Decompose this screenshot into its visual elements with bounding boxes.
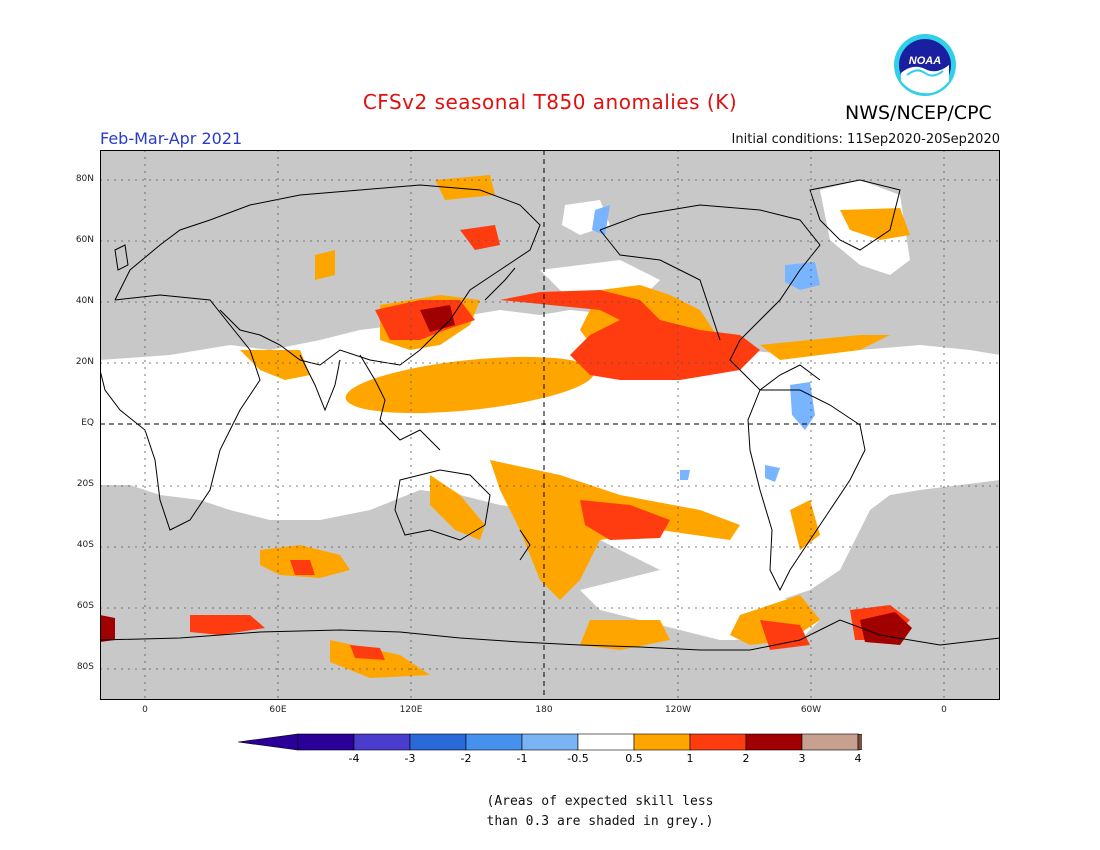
- initial-conditions: Initial conditions: 11Sep2020-20Sep2020: [731, 132, 1000, 147]
- skill-note-line2: than 0.3 are shaded in grey.): [486, 814, 714, 829]
- reference-lines: [100, 150, 1000, 700]
- colorbar-cell: [801, 733, 859, 751]
- skill-note: (Areas of expected skill less than 0.3 a…: [470, 792, 730, 832]
- colorbar-end-low: [238, 733, 299, 751]
- graticule: [100, 150, 1000, 700]
- colorbar: [238, 733, 862, 751]
- longitude-label: 60W: [800, 705, 822, 715]
- anomaly-map: [100, 150, 1000, 700]
- latitude-label: 60N: [75, 235, 94, 245]
- colorbar-label: -4: [348, 752, 360, 765]
- latitude-label: 20S: [76, 479, 94, 489]
- colorbar-label: -3: [404, 752, 416, 765]
- longitude-label: 120W: [664, 705, 692, 715]
- colorbar-end-high: [857, 733, 862, 751]
- neutral-tropical-band: [100, 310, 1000, 600]
- map-title: CFSv2 seasonal T850 anomalies (K): [362, 90, 738, 114]
- colorbar-label: 2: [742, 752, 750, 765]
- coastlines: [100, 179, 1000, 651]
- latitude-label: 60S: [76, 601, 94, 611]
- positive-anomalies-high: [100, 305, 912, 645]
- colorbar-label: 4: [854, 752, 862, 765]
- longitude-label: 0: [941, 705, 947, 715]
- skill-note-line1: (Areas of expected skill less: [486, 794, 714, 809]
- colorbar-label: 0.5: [625, 752, 643, 765]
- colorbar-cell: [465, 733, 523, 751]
- longitude-label: 180: [535, 705, 553, 715]
- latitude-label: 80N: [75, 174, 94, 184]
- colorbar-label: 1: [686, 752, 694, 765]
- colorbar-label: -1: [516, 752, 528, 765]
- longitude-label: 60E: [269, 705, 287, 715]
- colorbar-cell: [353, 733, 411, 751]
- organization-label: NWS/NCEP/CPC: [845, 102, 992, 124]
- longitude-label: 120E: [399, 705, 423, 715]
- colorbar-cell: [521, 733, 579, 751]
- colorbar-cell: [689, 733, 747, 751]
- colorbar-cell: [745, 733, 803, 751]
- colorbar-label: -0.5: [567, 752, 589, 765]
- latitude-label: 40S: [76, 540, 94, 550]
- latitude-label: 20N: [75, 357, 94, 367]
- season-label: Feb-Mar-Apr 2021: [100, 129, 243, 148]
- colorbar-cell: [297, 733, 355, 751]
- noaa-logo: NOAA: [894, 34, 956, 96]
- colorbar-cell: [577, 733, 635, 751]
- colorbar-label: -2: [460, 752, 472, 765]
- latitude-label: 80S: [76, 662, 94, 672]
- longitude-label: 0: [142, 705, 148, 715]
- logo-text: NOAA: [909, 55, 941, 67]
- latitude-label: 40N: [75, 296, 94, 306]
- latitude-label: EQ: [81, 418, 94, 428]
- colorbar-cell: [633, 733, 691, 751]
- colorbar-cell: [409, 733, 467, 751]
- colorbar-label: 3: [798, 752, 806, 765]
